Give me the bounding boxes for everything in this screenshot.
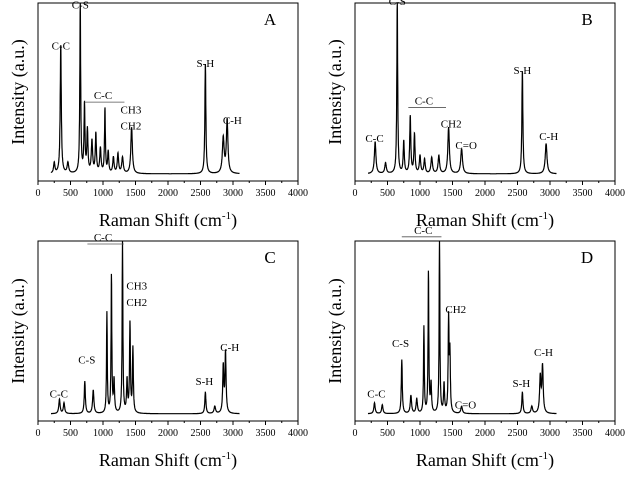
peak-annotation: C-S xyxy=(392,338,409,350)
x-tick-label: 0 xyxy=(353,428,358,439)
peak-annotation: C-C xyxy=(94,90,112,102)
peak-annotation: C-C xyxy=(414,225,432,237)
peak-annotation: C-C xyxy=(367,389,385,401)
peak-annotation: CH2 xyxy=(441,119,462,131)
peak-annotation: C-C xyxy=(415,95,433,107)
x-tick-label: 0 xyxy=(36,188,41,199)
x-tick-label: 1000 xyxy=(410,188,430,199)
x-tick-label: 3500 xyxy=(573,188,593,199)
x-tick-label: 500 xyxy=(63,188,78,199)
plot-frame xyxy=(354,2,616,182)
panel-c: 0 500 1000 1500 2000 2500 3000 3500 4000 Raman Sh… xyxy=(8,232,308,471)
x-tick-label: 3000 xyxy=(223,428,243,439)
x-tick-label: 2500 xyxy=(508,428,528,439)
x-tick-label: 500 xyxy=(63,428,78,439)
x-tick-label: 0 xyxy=(36,428,41,439)
panel-letter: D xyxy=(581,248,593,267)
peak-annotation: S-H xyxy=(514,65,532,77)
x-tick-label: 3500 xyxy=(256,188,276,199)
peak-annotation: C-H xyxy=(539,131,558,143)
x-axis-label: Raman Shift (cm-1) xyxy=(416,210,554,231)
plot-frame xyxy=(37,240,299,422)
peak-annotation: C=O xyxy=(455,140,477,152)
x-axis-label: Raman Shift (cm-1) xyxy=(416,450,554,471)
spectrum-line xyxy=(367,2,557,175)
peak-annotation: S-H xyxy=(196,376,214,388)
y-axis-label: Intensity (a.u.) xyxy=(325,39,346,144)
x-tick-label: 2000 xyxy=(158,428,178,439)
y-axis-label: Intensity (a.u.) xyxy=(8,278,29,383)
plot-frame xyxy=(37,2,299,182)
peak-annotation: S-H xyxy=(197,58,215,70)
panel-letter: C xyxy=(264,248,275,267)
plot-frame xyxy=(354,240,616,422)
x-tick-label: 1000 xyxy=(410,428,430,439)
peak-annotation: C-C xyxy=(50,389,68,401)
spectrum-line xyxy=(51,240,240,415)
peak-annotation: C-S xyxy=(389,0,406,8)
x-tick-label: 0 xyxy=(353,188,358,199)
x-tick-label: 2000 xyxy=(475,428,495,439)
spectrum-line xyxy=(50,2,240,175)
x-tick-label: 1500 xyxy=(443,428,463,439)
x-tick-label: 1000 xyxy=(93,188,113,199)
x-axis-label: Raman Shift (cm-1) xyxy=(99,210,237,231)
x-tick-label: 4000 xyxy=(288,188,308,199)
y-axis-label: Intensity (a.u.) xyxy=(325,278,346,383)
x-tick-label: 2000 xyxy=(158,188,178,199)
x-tick-label: 1500 xyxy=(126,188,146,199)
x-tick-label: 3500 xyxy=(256,428,276,439)
x-tick-label: 4000 xyxy=(605,428,625,439)
x-tick-label: 3000 xyxy=(540,428,560,439)
peak-annotation: CH2 xyxy=(126,297,147,309)
x-tick-label: 2500 xyxy=(191,428,211,439)
peak-annotation: C-C xyxy=(94,232,112,244)
peak-annotation: C-S xyxy=(72,0,89,11)
peak-annotation: C=O xyxy=(455,399,477,411)
panel-letter: A xyxy=(264,10,277,29)
peak-annotation: C-H xyxy=(220,342,239,354)
x-tick-label: 3000 xyxy=(540,188,560,199)
x-tick-label: 2500 xyxy=(191,188,211,199)
x-tick-label: 1500 xyxy=(443,188,463,199)
x-tick-label: 4000 xyxy=(288,428,308,439)
peak-annotation: C-C xyxy=(52,40,70,52)
panel-d: 0 500 1000 1500 2000 2500 3000 3500 4000 Raman Sh… xyxy=(325,225,625,471)
panel-a: 0 500 1000 1500 2000 2500 3000 3500 4000 Raman Sh… xyxy=(8,0,308,231)
x-tick-label: 500 xyxy=(380,188,395,199)
panel-b: 0 500 1000 1500 2000 2500 3000 3500 4000 Raman Sh… xyxy=(325,0,625,231)
peak-annotation: CH3 xyxy=(126,281,147,293)
y-axis-label: Intensity (a.u.) xyxy=(8,39,29,144)
x-tick-label: 2000 xyxy=(475,188,495,199)
x-axis-label: Raman Shift (cm-1) xyxy=(99,450,237,471)
spectrum-line xyxy=(367,240,557,415)
peak-annotation: C-H xyxy=(223,115,242,127)
x-tick-label: 2500 xyxy=(508,188,528,199)
x-tick-label: 3500 xyxy=(573,428,593,439)
peak-annotation: C-H xyxy=(534,347,553,359)
peak-annotation: S-H xyxy=(513,378,531,390)
peak-annotation: C-S xyxy=(78,354,95,366)
x-tick-label: 1500 xyxy=(126,428,146,439)
panel-letter: B xyxy=(581,10,592,29)
x-tick-label: 1000 xyxy=(93,428,113,439)
x-tick-label: 3000 xyxy=(223,188,243,199)
peak-annotation: CH2 xyxy=(445,304,466,316)
peak-annotation: CH2 xyxy=(121,120,142,132)
peak-annotation: CH3 xyxy=(121,104,142,116)
x-tick-label: 500 xyxy=(380,428,395,439)
peak-annotation: C-C xyxy=(365,133,383,145)
x-tick-label: 4000 xyxy=(605,188,625,199)
